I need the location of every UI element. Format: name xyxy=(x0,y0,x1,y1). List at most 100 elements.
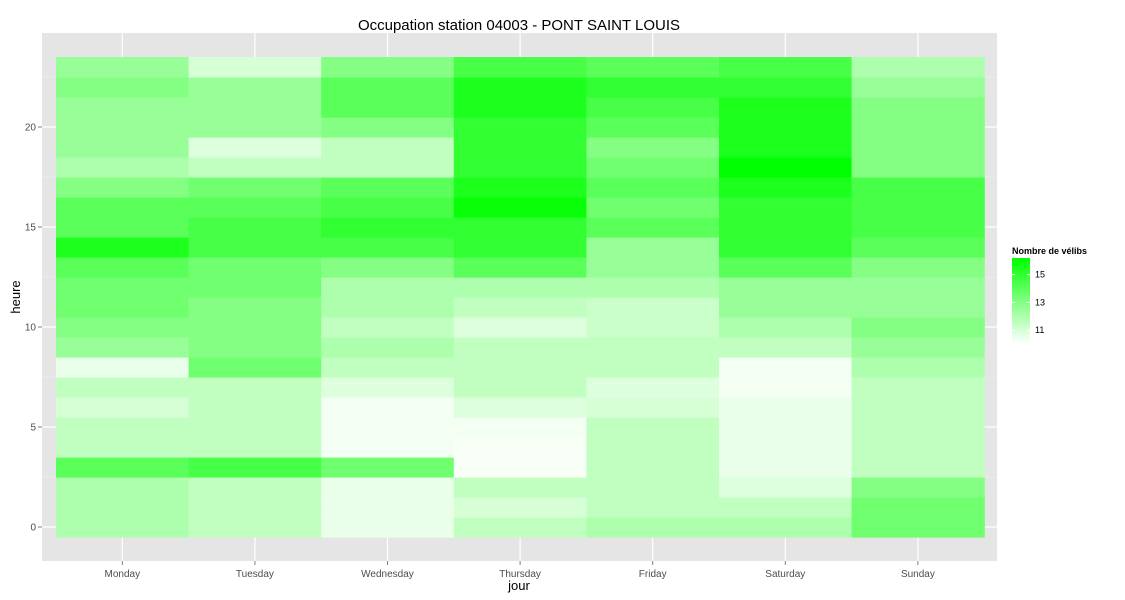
legend-title: Nombre de vélibs xyxy=(1012,246,1087,256)
heatmap-cell xyxy=(851,97,985,118)
heatmap-cell xyxy=(851,497,985,518)
heatmap-cell xyxy=(188,337,322,358)
heatmap-cell xyxy=(851,77,985,98)
x-tick-label: Thursday xyxy=(499,569,541,580)
heatmap-cell xyxy=(453,177,587,198)
heatmap-cell xyxy=(188,277,322,298)
heatmap-cell xyxy=(56,397,190,418)
heatmap-cell xyxy=(321,237,455,258)
heatmap-cell xyxy=(586,177,720,198)
heatmap-cell xyxy=(56,477,190,498)
y-axis: 0 5 10 15 20 xyxy=(25,123,42,534)
heatmap-cell xyxy=(321,77,455,98)
heatmap-cell xyxy=(56,297,190,318)
heatmap-cell xyxy=(586,217,720,238)
heatmap-cell xyxy=(321,377,455,398)
heatmap-cell xyxy=(719,177,853,198)
x-tick-label: Wednesday xyxy=(361,569,414,580)
heatmap-cell xyxy=(321,337,455,358)
heatmap-cell xyxy=(188,497,322,518)
x-tick-label: Sunday xyxy=(901,569,935,580)
heatmap-cell xyxy=(321,357,455,378)
heatmap-cell xyxy=(453,357,587,378)
heatmap-cell xyxy=(719,517,853,538)
heatmap-cell xyxy=(851,117,985,138)
heatmap-cell xyxy=(586,277,720,298)
heatmap-cell xyxy=(56,137,190,158)
heatmap-cell xyxy=(719,197,853,218)
heatmap-cell xyxy=(719,497,853,518)
x-tick-label: Friday xyxy=(639,569,667,580)
heatmap-cell xyxy=(56,357,190,378)
heatmap-cell xyxy=(586,157,720,178)
y-axis-title: heure xyxy=(8,280,23,313)
heatmap-cell xyxy=(586,237,720,258)
heatmap-cell xyxy=(586,57,720,78)
heatmap-cell xyxy=(851,377,985,398)
y-tick-label: 10 xyxy=(25,323,37,334)
heatmap-cell xyxy=(586,417,720,438)
heatmap-cell xyxy=(851,57,985,78)
chart-title: Occupation station 04003 - PONT SAINT LO… xyxy=(358,17,680,34)
heatmap-cell xyxy=(188,297,322,318)
heatmap-cell xyxy=(188,417,322,438)
heatmap-cell xyxy=(453,497,587,518)
heatmap-cell xyxy=(56,197,190,218)
heatmap-cell xyxy=(56,177,190,198)
heatmap-cell xyxy=(56,117,190,138)
heatmap-cell xyxy=(586,437,720,458)
heatmap-cell xyxy=(719,97,853,118)
heatmap-cell xyxy=(188,77,322,98)
heatmap-cell xyxy=(851,517,985,538)
x-tick-label: Tuesday xyxy=(236,569,274,580)
heatmap-cell xyxy=(851,397,985,418)
heatmap-cell xyxy=(719,357,853,378)
heatmap-cell xyxy=(188,377,322,398)
heatmap-cell xyxy=(321,97,455,118)
heatmap-cell xyxy=(719,297,853,318)
heatmap-cell xyxy=(188,117,322,138)
heatmap-cell xyxy=(719,277,853,298)
heatmap-cell xyxy=(321,277,455,298)
heatmap-cell xyxy=(321,257,455,278)
heatmap-cell xyxy=(56,317,190,338)
legend-ticks: 11 13 15 xyxy=(1012,270,1045,335)
heatmap-cell xyxy=(321,217,455,238)
heatmap-cell xyxy=(719,117,853,138)
heatmap-cell xyxy=(453,457,587,478)
heatmap-cell xyxy=(56,257,190,278)
heatmap-cell xyxy=(56,237,190,258)
heatmap-cell xyxy=(188,437,322,458)
y-tick-label: 5 xyxy=(30,423,36,434)
heatmap-cell xyxy=(453,57,587,78)
heatmap-cell xyxy=(188,97,322,118)
heatmap-cell xyxy=(586,97,720,118)
heatmap-cell xyxy=(453,417,587,438)
heatmap-cell xyxy=(56,497,190,518)
heatmap-cell xyxy=(851,337,985,358)
heatmap-cell xyxy=(586,477,720,498)
heatmap-cell xyxy=(586,197,720,218)
y-tick-label: 20 xyxy=(25,123,37,134)
heatmap-cell xyxy=(321,57,455,78)
heatmap-cell xyxy=(719,317,853,338)
heatmap-cell xyxy=(56,277,190,298)
heatmap-cell xyxy=(851,417,985,438)
heatmap-cell xyxy=(453,77,587,98)
x-axis-title: jour xyxy=(507,578,530,593)
heatmap-cell xyxy=(851,437,985,458)
heatmap-cell xyxy=(56,437,190,458)
legend-break-label: 13 xyxy=(1035,297,1045,307)
heatmap-cell xyxy=(851,217,985,238)
heatmap-cell xyxy=(586,397,720,418)
heatmap-cell xyxy=(453,237,587,258)
heatmap-cell xyxy=(321,177,455,198)
heatmap-cell xyxy=(56,217,190,238)
heatmap-cell xyxy=(851,277,985,298)
legend-break-label: 11 xyxy=(1035,325,1044,335)
heatmap-cell xyxy=(56,517,190,538)
heatmap-cell xyxy=(719,137,853,158)
heatmap-cell xyxy=(188,197,322,218)
heatmap-cell xyxy=(851,257,985,278)
